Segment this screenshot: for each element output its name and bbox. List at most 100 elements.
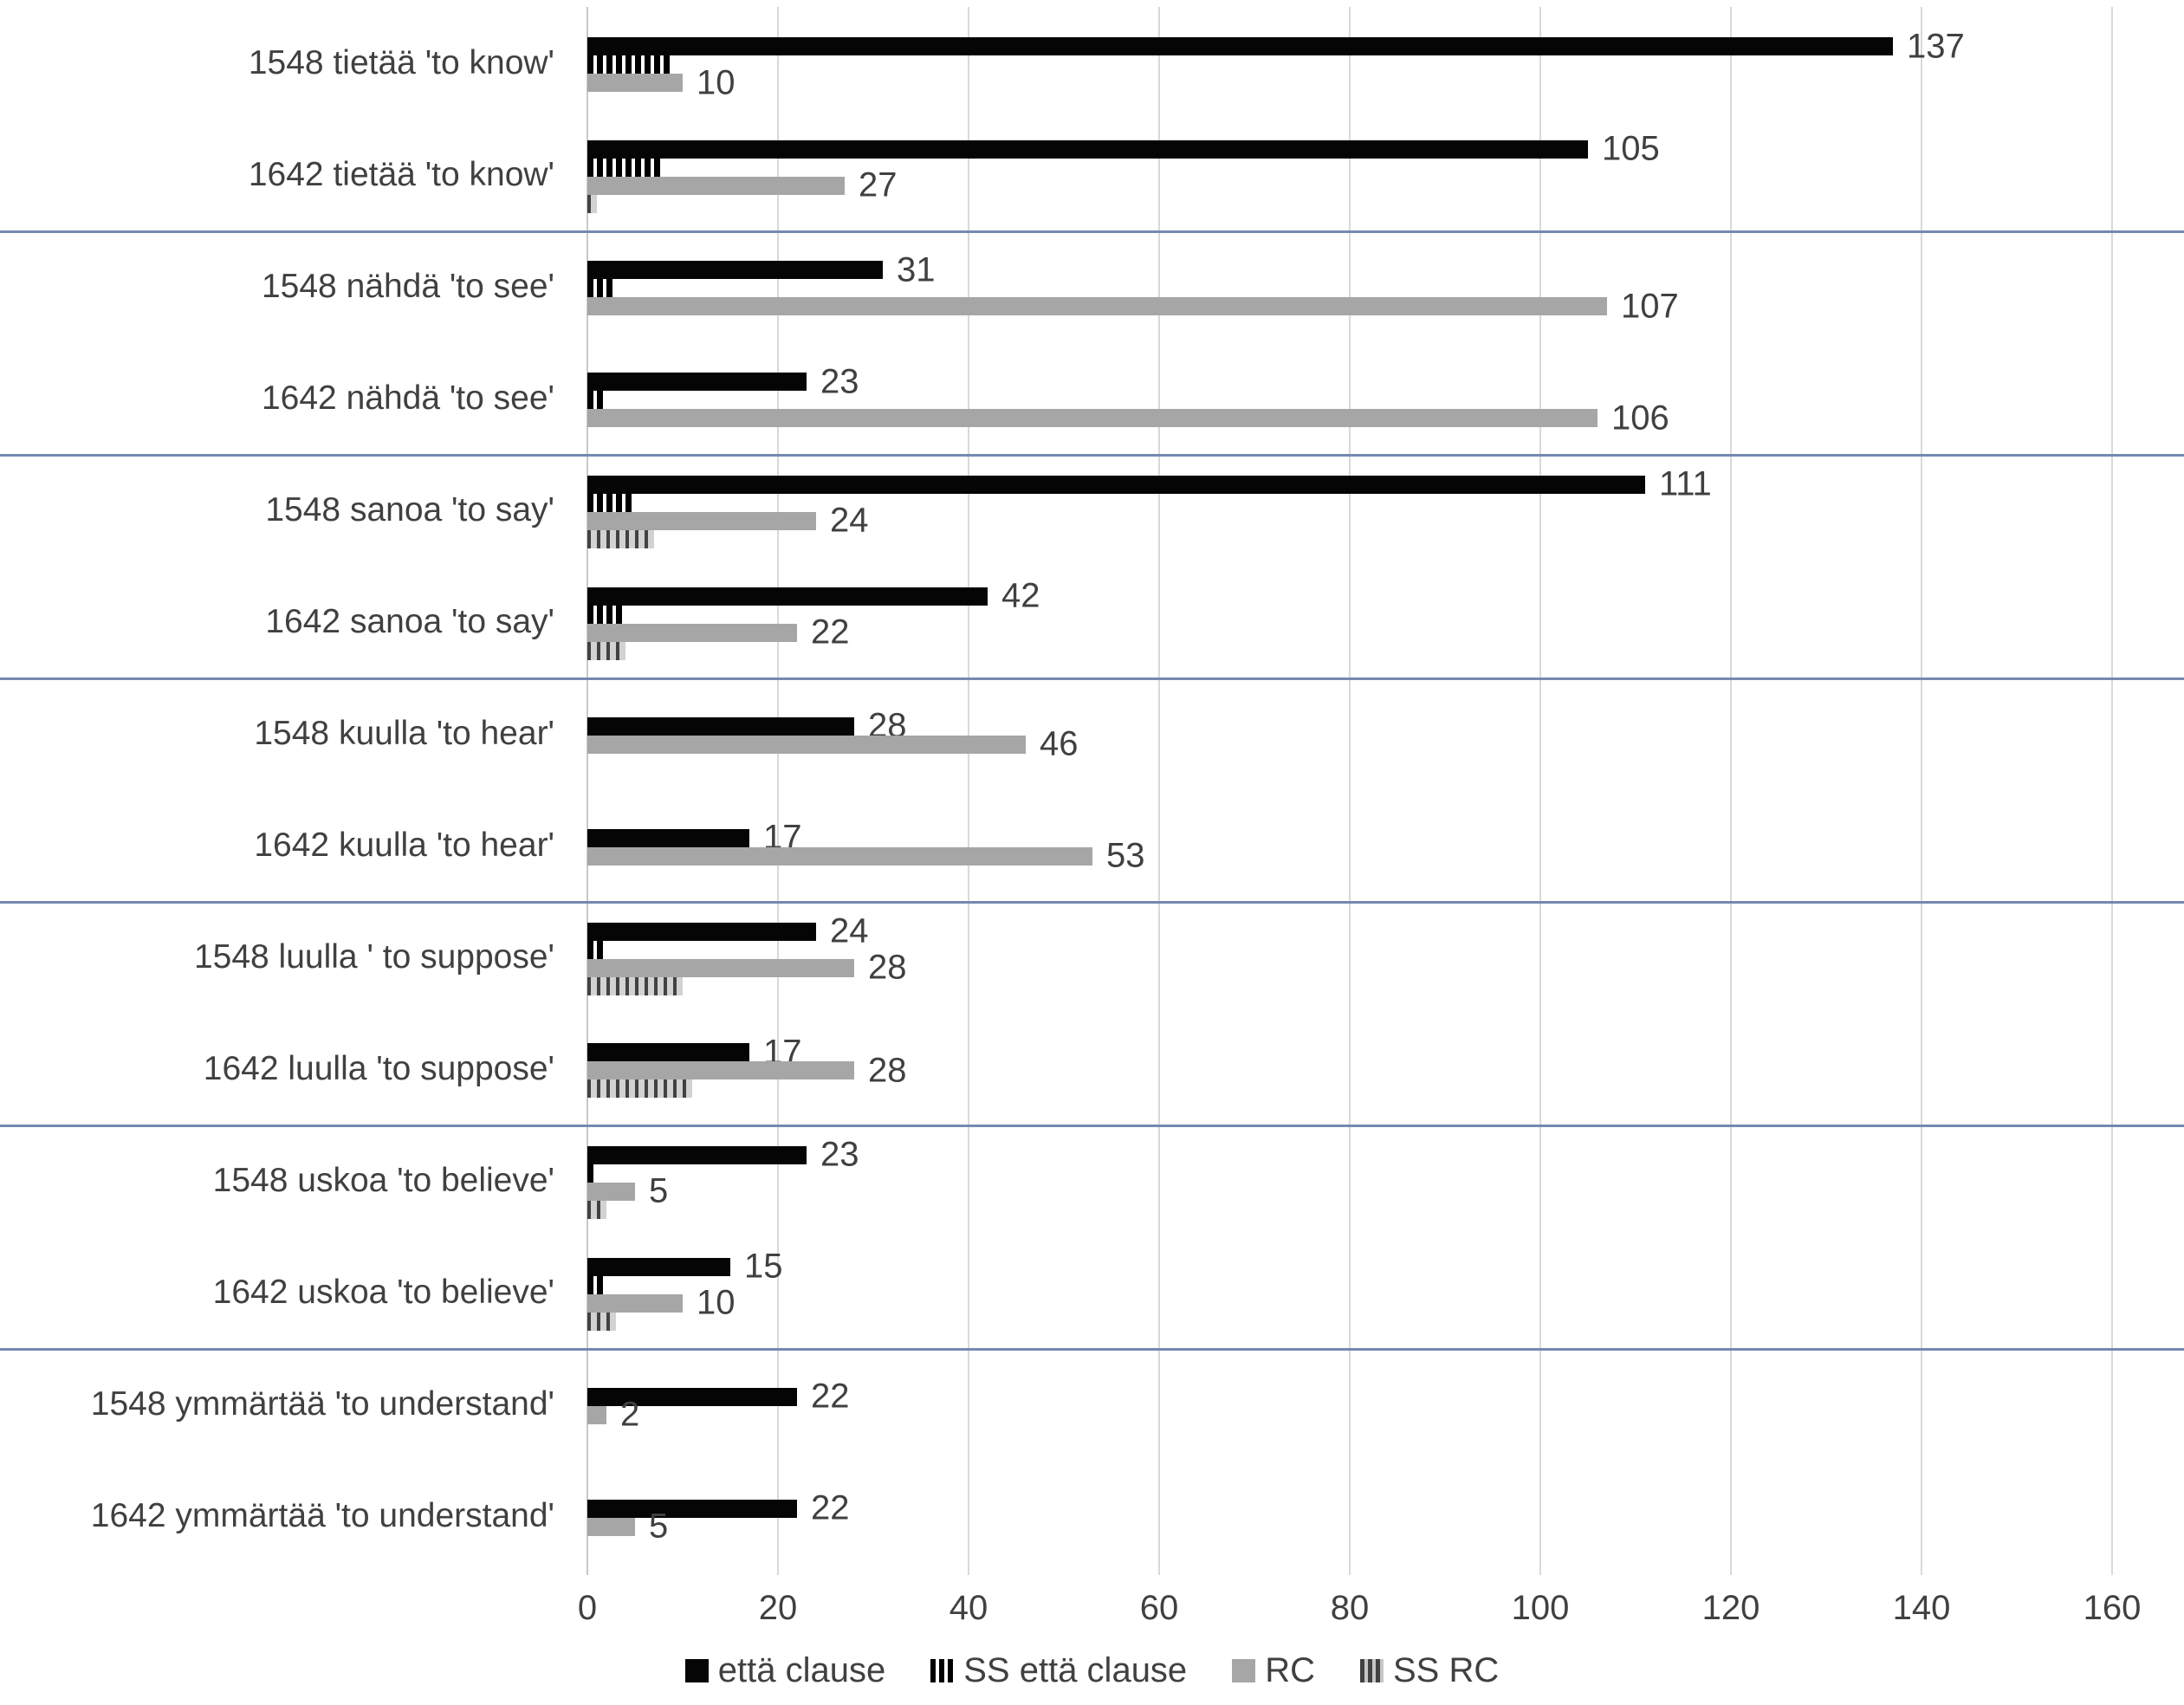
value-label-rc: 53: [1106, 836, 1145, 875]
gridline-140: [1921, 7, 1922, 1575]
legend-swatch-rc-icon: [1232, 1659, 1256, 1682]
bar-ss-etta: [587, 391, 606, 409]
chart-row: 1548 sanoa 'to say' 111 24: [0, 456, 2184, 567]
bar-rc: [587, 1293, 683, 1313]
gridline-0: [587, 7, 588, 1575]
group-separator-line: [0, 1348, 2184, 1351]
x-tick-label: 100: [1511, 1589, 1570, 1627]
bar-rc: [587, 1182, 635, 1201]
bar-ss-etta: [587, 1275, 606, 1294]
chart-row: 1642 tietää 'to know' 105 27: [0, 120, 2184, 232]
bar-ss-rc: [587, 194, 597, 213]
value-label-etta: 22: [811, 1377, 850, 1416]
bar-rc: [587, 176, 845, 195]
gridline-80: [1349, 7, 1351, 1575]
x-tick-label: 20: [758, 1589, 798, 1627]
value-label-etta: 105: [1602, 129, 1660, 168]
bar-etta: [587, 1043, 749, 1061]
value-label-etta: 15: [744, 1247, 783, 1286]
chart-row: 1642 sanoa 'to say' 42 22: [0, 567, 2184, 679]
value-label-rc: 24: [830, 501, 869, 540]
category-label: 1642 kuulla 'to hear': [254, 826, 554, 864]
group-separator-line: [0, 677, 2184, 680]
gridline-100: [1539, 7, 1541, 1575]
bar-rc: [587, 297, 1607, 315]
value-label-rc: 107: [1621, 287, 1679, 325]
value-label-rc: 10: [697, 63, 736, 101]
category-label: 1642 ymmärtää 'to understand': [90, 1496, 554, 1534]
bar-etta: [587, 1257, 730, 1276]
value-label-rc: 5: [649, 1171, 669, 1210]
bar-etta: [587, 1499, 797, 1518]
bar-rc: [587, 74, 683, 92]
bar-ss-rc: [587, 976, 683, 995]
chart-row: 1548 nähdä 'to see' 31 107: [0, 232, 2184, 344]
bar-etta: [587, 139, 1588, 159]
category-label: 1642 luulla 'to suppose': [203, 1049, 554, 1087]
bar-etta: [587, 922, 816, 941]
bar-ss-etta: [587, 55, 673, 74]
bar-etta: [587, 828, 749, 847]
bar-rc: [587, 1061, 854, 1079]
value-label-rc: 2: [620, 1395, 640, 1434]
chart-row: 1548 ymmärtää 'to understand' 22 2: [0, 1350, 2184, 1462]
x-tick-label: 0: [577, 1589, 598, 1627]
category-label: 1642 uskoa 'to believe': [212, 1273, 554, 1311]
value-label-etta: 137: [1907, 27, 1965, 65]
value-label-etta: 23: [820, 362, 859, 400]
chart-row: 1548 tietää 'to know' 137 10: [0, 9, 2184, 120]
bar-ss-etta: [587, 279, 616, 297]
legend-item-ss-rc: SS RC: [1359, 1651, 1500, 1690]
category-label: 1548 ymmärtää 'to understand': [90, 1384, 554, 1423]
category-label: 1642 tietää 'to know': [248, 155, 554, 193]
bar-rc: [587, 846, 1092, 865]
chart-row: 1548 kuulla 'to hear' 28 46: [0, 679, 2184, 791]
bar-rc: [587, 409, 1597, 427]
group-separator-line: [0, 901, 2184, 904]
value-label-rc: 22: [811, 613, 850, 652]
bar-etta: [587, 261, 883, 279]
category-label: 1548 uskoa 'to believe': [212, 1161, 554, 1199]
gridline-40: [968, 7, 969, 1575]
x-tick-label: 140: [1892, 1589, 1951, 1627]
x-tick-label: 80: [1330, 1589, 1370, 1627]
chart-row: 1548 uskoa 'to believe' 23 5: [0, 1126, 2184, 1238]
chart-legend: että clause SS että clause RC SS RC: [0, 1651, 2184, 1690]
category-label: 1642 sanoa 'to say': [265, 602, 554, 640]
legend-item-rc: RC: [1232, 1651, 1315, 1690]
bar-etta: [587, 716, 854, 736]
bar-ss-etta: [587, 493, 635, 512]
legend-label: että clause: [717, 1651, 886, 1689]
chart-row: 1642 uskoa 'to believe' 15 10: [0, 1238, 2184, 1350]
bar-ss-etta: [587, 605, 625, 624]
value-label-rc: 28: [868, 948, 907, 987]
group-separator-line: [0, 1125, 2184, 1127]
bar-ss-etta: [587, 940, 606, 959]
value-label-etta: 24: [830, 911, 869, 950]
bar-etta: [587, 587, 988, 606]
chart-row: 1642 ymmärtää 'to understand' 22 5: [0, 1462, 2184, 1573]
bar-ss-rc: [587, 641, 625, 660]
chart-row: 1642 kuulla 'to hear' 17 53: [0, 791, 2184, 903]
bar-etta: [587, 373, 807, 391]
group-separator-line: [0, 230, 2184, 233]
value-label-rc: 46: [1040, 724, 1079, 763]
bar-rc: [587, 511, 816, 530]
gridline-60: [1158, 7, 1160, 1575]
gridline-160: [2111, 7, 2113, 1575]
x-tick-label: 120: [1701, 1589, 1760, 1627]
legend-label: SS RC: [1392, 1651, 1500, 1689]
bar-ss-rc: [587, 529, 654, 548]
chart-row: 1642 luulla 'to suppose' 17 28: [0, 1015, 2184, 1126]
category-label: 1548 nähdä 'to see': [261, 267, 554, 305]
x-tick-label: 40: [949, 1589, 988, 1627]
bar-rc: [587, 735, 1026, 754]
value-label-etta: 111: [1659, 464, 1712, 503]
chart-row: 1642 nähdä 'to see' 23 106: [0, 344, 2184, 456]
category-label: 1548 luulla ' to suppose': [193, 937, 554, 976]
category-label: 1548 sanoa 'to say': [265, 490, 554, 528]
category-label: 1548 tietää 'to know': [248, 43, 554, 81]
bar-etta: [587, 37, 1893, 55]
value-label-rc: 10: [697, 1283, 736, 1322]
x-tick-label: 160: [2083, 1589, 2142, 1627]
